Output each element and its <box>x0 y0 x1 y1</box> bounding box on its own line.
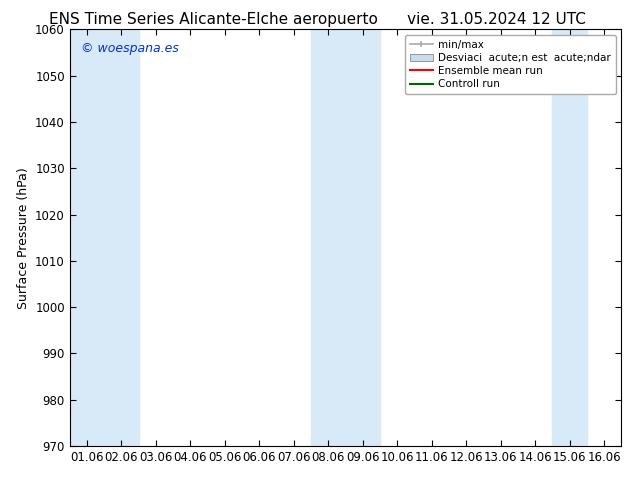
Bar <box>552 29 587 446</box>
Bar <box>70 29 104 446</box>
Bar <box>346 29 380 446</box>
Y-axis label: Surface Pressure (hPa): Surface Pressure (hPa) <box>16 167 30 309</box>
Bar <box>104 29 139 446</box>
Text: ENS Time Series Alicante-Elche aeropuerto      vie. 31.05.2024 12 UTC: ENS Time Series Alicante-Elche aeropuert… <box>49 12 585 27</box>
Legend: min/max, Desviaci  acute;n est  acute;ndar, Ensemble mean run, Controll run: min/max, Desviaci acute;n est acute;ndar… <box>405 35 616 95</box>
Bar <box>311 29 346 446</box>
Text: © woespana.es: © woespana.es <box>81 42 179 55</box>
